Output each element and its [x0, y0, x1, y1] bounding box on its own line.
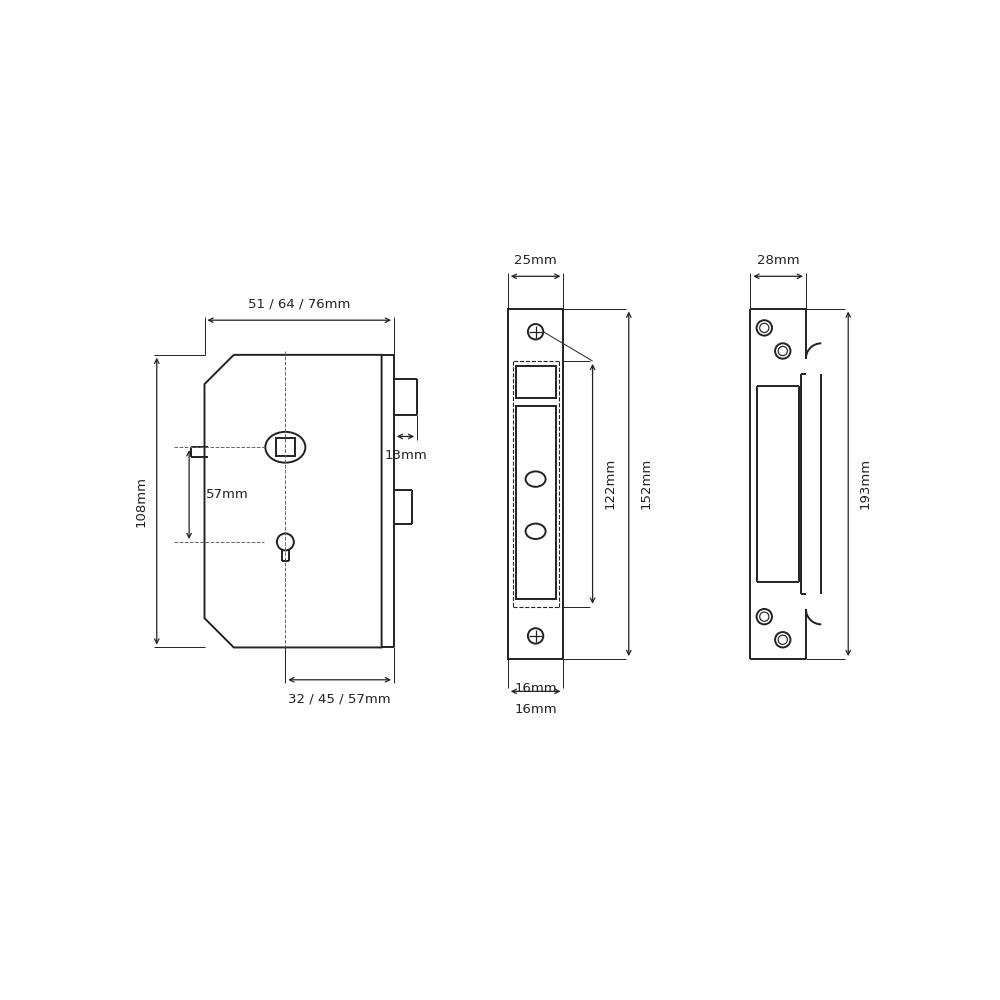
Bar: [516, 406, 556, 599]
Text: 108mm: 108mm: [135, 476, 148, 527]
Bar: [516, 366, 556, 398]
Bar: [508, 309, 563, 659]
Text: 16mm: 16mm: [514, 682, 557, 695]
Text: 13mm: 13mm: [384, 449, 427, 462]
Text: 57mm: 57mm: [206, 488, 249, 501]
Text: 28mm: 28mm: [757, 254, 799, 267]
Text: 122mm: 122mm: [603, 458, 616, 509]
Text: 25mm: 25mm: [514, 254, 557, 267]
Text: 193mm: 193mm: [859, 458, 872, 509]
Text: 51 / 64 / 76mm: 51 / 64 / 76mm: [248, 298, 350, 311]
Bar: [276, 438, 295, 456]
Text: 32 / 45 / 57mm: 32 / 45 / 57mm: [288, 692, 391, 705]
Text: 152mm: 152mm: [640, 458, 653, 509]
Text: 16mm: 16mm: [514, 703, 557, 716]
